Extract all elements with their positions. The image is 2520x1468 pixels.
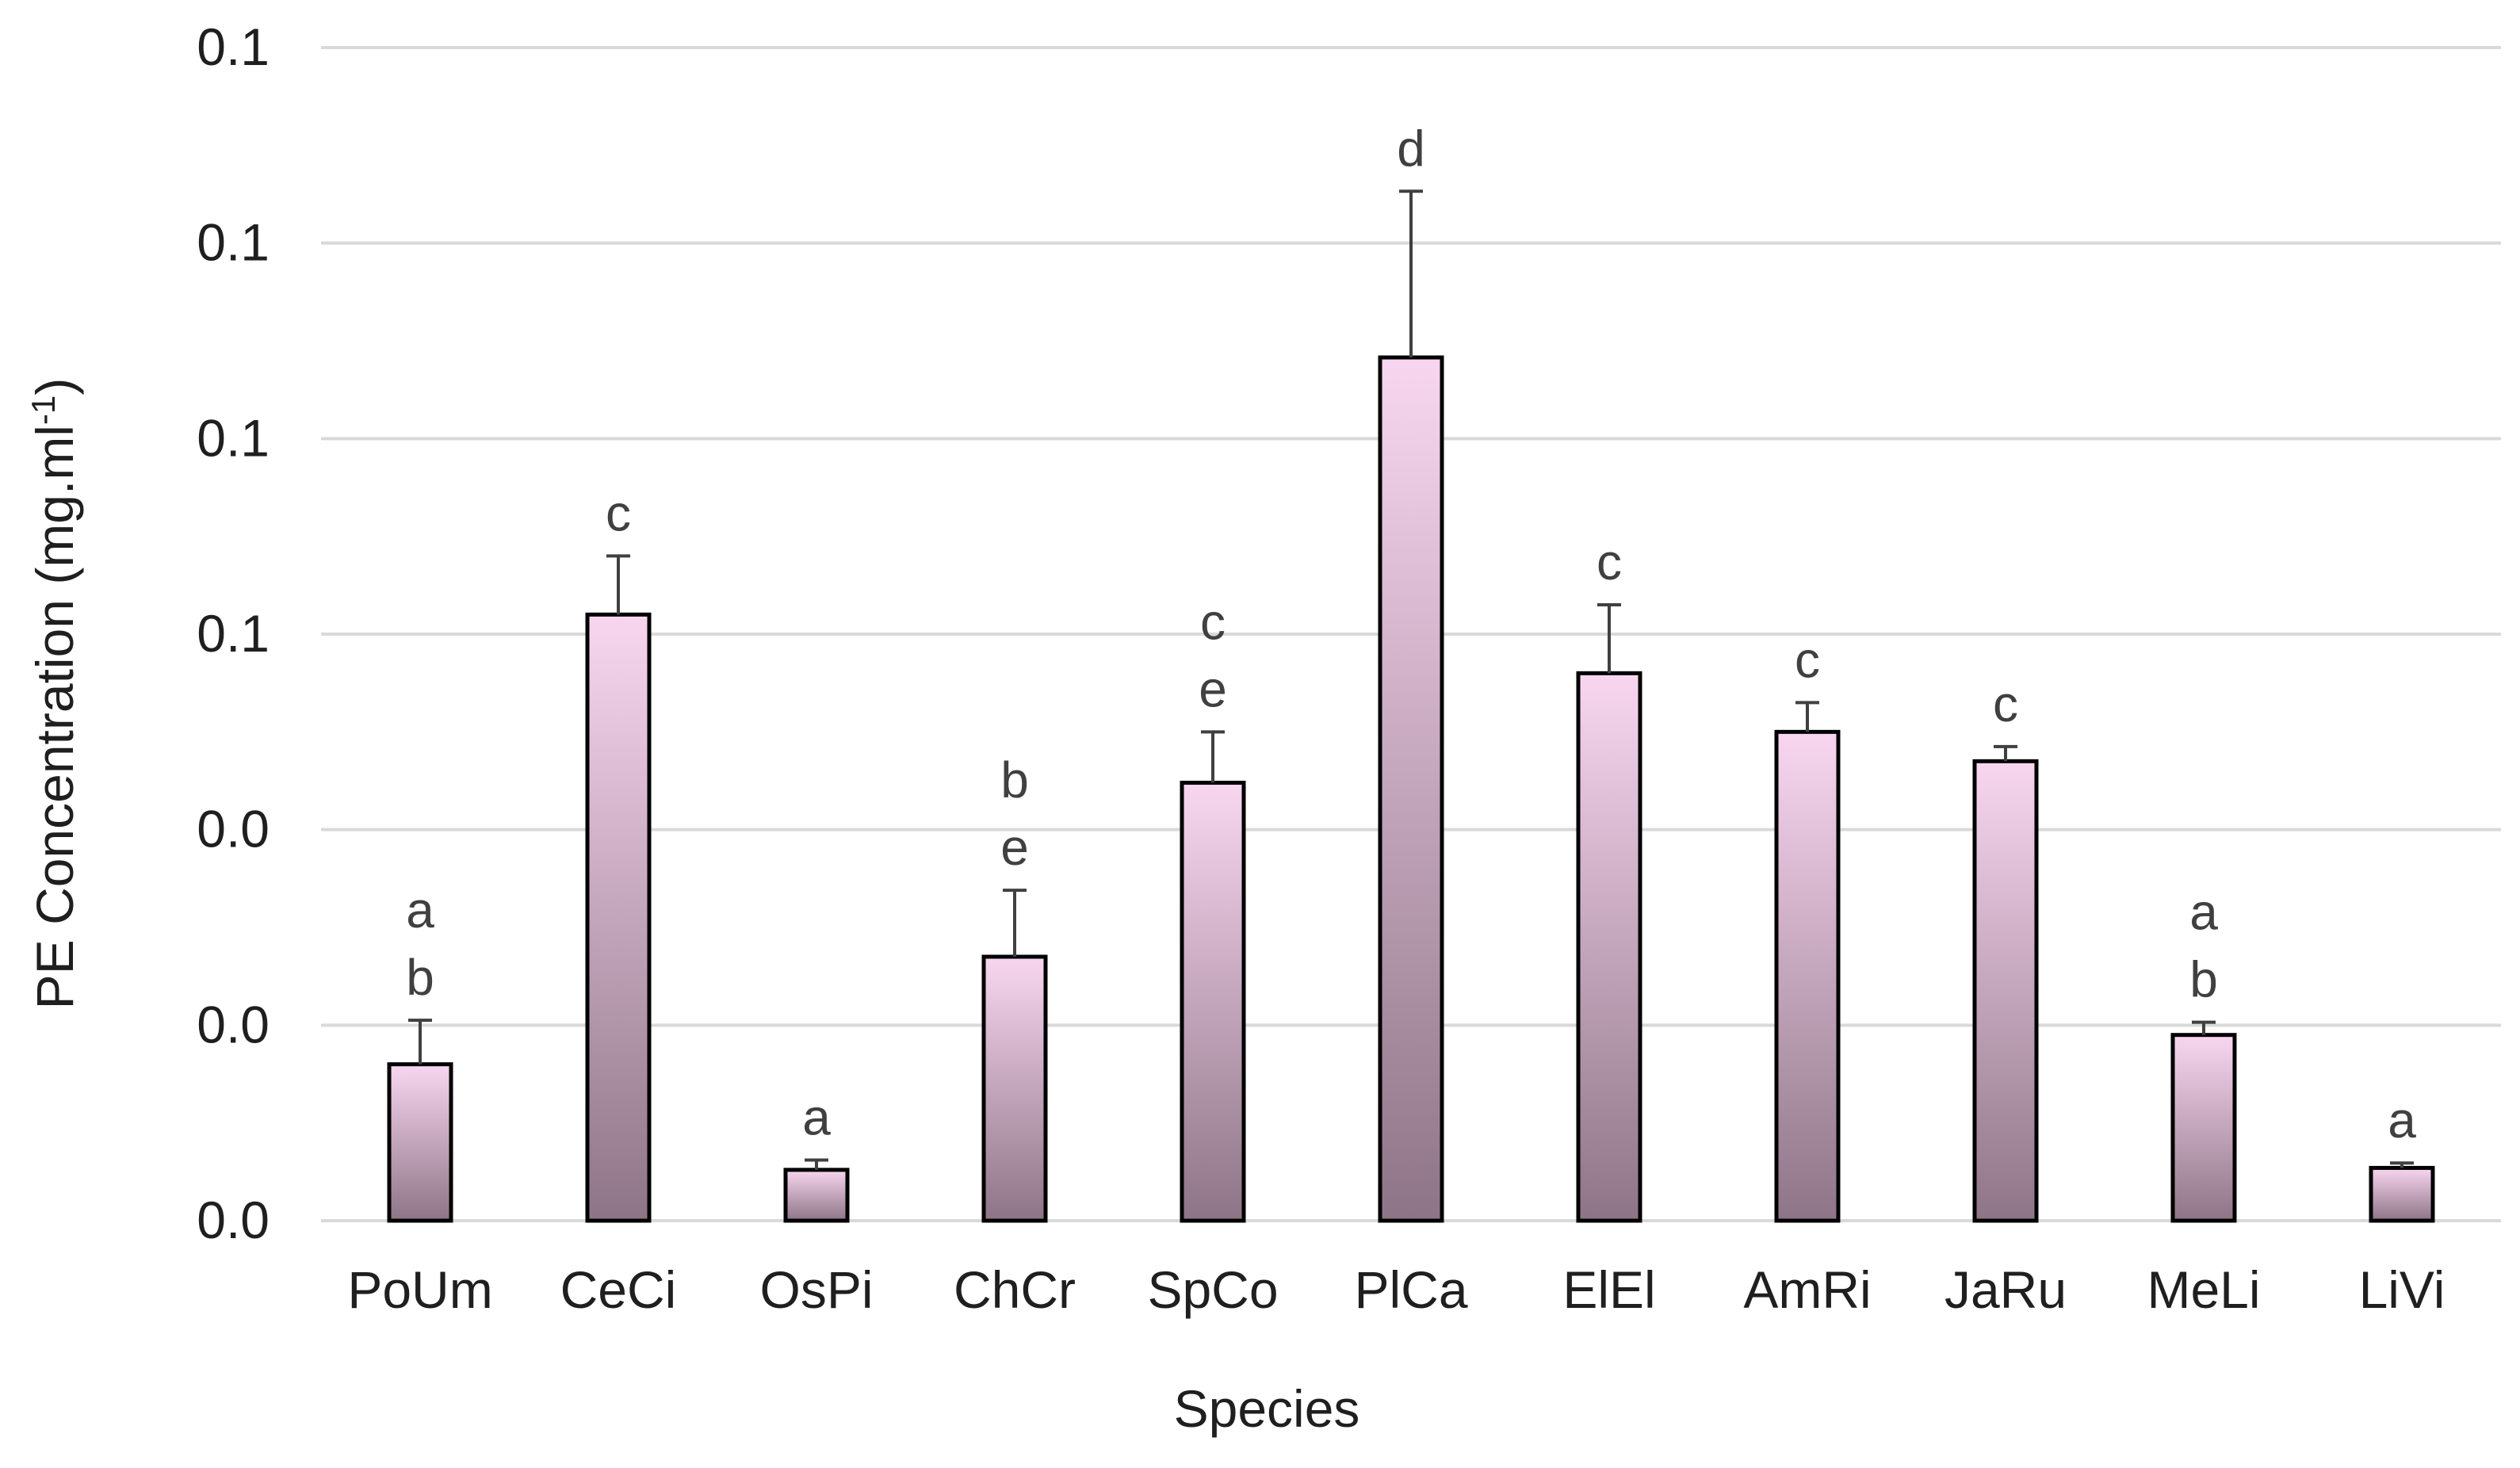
x-tick-label: AmRi	[1743, 1260, 1871, 1319]
bar-livi	[2369, 1165, 2435, 1223]
x-tick-label: JaRu	[1944, 1260, 2067, 1319]
x-tick-label: CeCi	[560, 1260, 677, 1319]
bar-poum	[387, 1062, 453, 1223]
y-axis-ticks: 0.0 0.0 0.0 0.1 0.1 0.1 0.1	[197, 17, 270, 1249]
y-axis-title: PE Concentration (mg.ml-1)	[25, 378, 85, 1010]
significance-label: c	[1597, 533, 1622, 591]
significance-label: d	[1397, 120, 1425, 177]
bar-jaru	[1972, 759, 2039, 1223]
y-axis-title-superscript: -1	[25, 396, 62, 425]
x-tick-label: SpCo	[1147, 1260, 1278, 1319]
x-tick-label: ChCr	[954, 1260, 1076, 1319]
y-axis-title-main: PE Concentration (mg.ml	[25, 425, 84, 1009]
x-tick-label: ElEl	[1562, 1260, 1655, 1319]
x-tick-label: LiVi	[2359, 1260, 2445, 1319]
bar-meli	[2170, 1033, 2237, 1223]
significance-label: c	[606, 484, 631, 541]
bar-ospi	[783, 1168, 850, 1223]
y-axis-title-suffix: )	[25, 378, 84, 396]
x-tick-label: OsPi	[759, 1260, 873, 1319]
x-axis-title: Species	[1174, 1379, 1360, 1438]
significance-label: c	[1993, 675, 2018, 732]
y-tick-label: 0.1	[197, 17, 270, 76]
bar-elel	[1576, 671, 1642, 1223]
y-tick-label: 0.0	[197, 800, 270, 858]
x-tick-label: PlCa	[1354, 1260, 1467, 1319]
x-axis-labels: PoUm CeCi OsPi ChCr SpCo PlCa ElEl AmRi JaRu MeLi…	[347, 1260, 2445, 1319]
significance-label: c	[1795, 631, 1820, 688]
y-tick-label: 0.1	[197, 213, 270, 272]
significance-label: a	[802, 1089, 831, 1146]
bar-ceci	[585, 612, 652, 1223]
bar-chcr	[981, 954, 1048, 1223]
x-tick-label: PoUm	[347, 1260, 492, 1319]
y-tick-label: 0.0	[197, 995, 270, 1053]
bar-amri	[1774, 729, 1841, 1223]
x-tick-label: MeLi	[2147, 1260, 2260, 1319]
bar-plca	[1378, 355, 1444, 1223]
y-tick-label: 0.0	[197, 1191, 270, 1249]
significance-label: a	[2388, 1091, 2416, 1149]
bars: a b c a b e c e d c c c a b a	[387, 120, 2435, 1223]
bar-spco	[1180, 780, 1246, 1223]
y-tick-label: 0.1	[197, 408, 270, 467]
y-tick-label: 0.1	[197, 604, 270, 663]
